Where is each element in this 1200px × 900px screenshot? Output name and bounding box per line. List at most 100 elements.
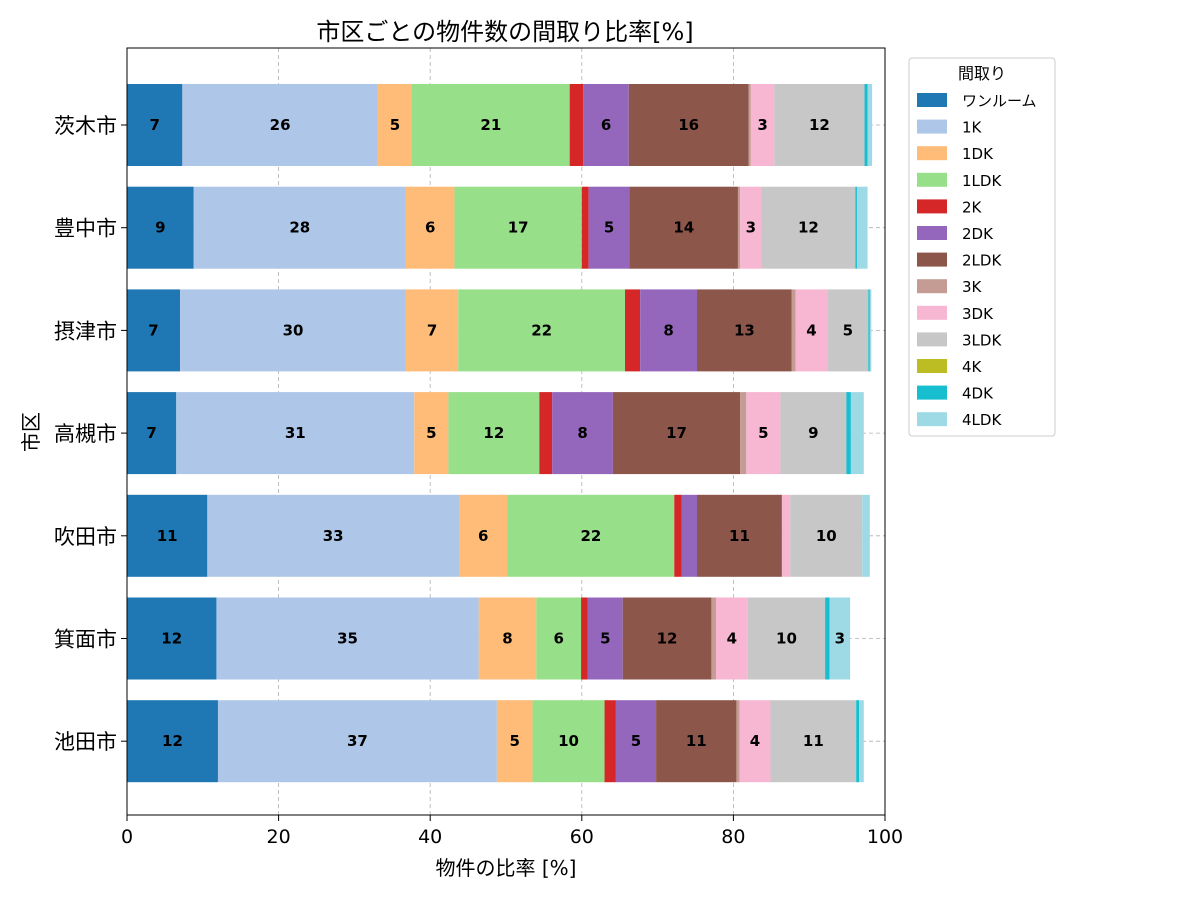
bar-segment-label: 16 (678, 116, 699, 134)
bar-segment (681, 494, 698, 577)
chart-title: 市区ごとの物件数の間取り比率[%] (316, 18, 693, 46)
bar-segment (405, 186, 455, 269)
bar-segment-label: 9 (155, 219, 165, 237)
bar-segment-label: 8 (663, 321, 673, 339)
bar-segment (856, 700, 860, 783)
bar-segment (859, 700, 864, 783)
bar-segment-label: 10 (776, 630, 797, 648)
bar-segment (827, 289, 869, 372)
bar-segment (588, 186, 630, 269)
legend: 間取り ワンルーム 1K 1DK 1LDK 2K 2DK 2LDK 3K 3DK 3LDK 4K 4D… (908, 57, 1056, 437)
bar-segment-label: 22 (531, 321, 552, 339)
bar-segment-label: 5 (390, 116, 400, 134)
legend-swatch (917, 172, 947, 187)
bar-segment-label: 5 (600, 630, 610, 648)
bar-segment (869, 289, 872, 372)
bar-segment-label: 7 (146, 424, 156, 442)
bar-segment (825, 597, 830, 680)
x-tick-label: 60 (570, 826, 594, 848)
legend-label: 4DK (962, 385, 994, 403)
bar-segment (127, 84, 183, 166)
bar-segment (127, 392, 177, 475)
bar-segment (846, 392, 851, 475)
bar-segment (448, 392, 540, 475)
legend-swatch (917, 385, 947, 400)
x-axis-label: 物件の比率 [%] (436, 856, 577, 880)
bar-segment (180, 289, 406, 372)
bar-segment (697, 494, 782, 577)
bar-segment-label: 30 (283, 321, 304, 339)
bar-segment-label: 14 (673, 219, 694, 237)
bar-segment (459, 494, 508, 577)
bar-segment (458, 289, 626, 372)
bar-segment (127, 700, 218, 783)
bar-segment (867, 84, 873, 166)
bar-segment (864, 84, 868, 166)
x-tick-label: 20 (267, 826, 291, 848)
bar-segment (581, 597, 588, 680)
y-tick-label: 茨木市 (54, 114, 117, 138)
segment-labels-layer: 7 26 5 21 6 16 3 129 28 6 17 5 14 3 127 30 7 22 8 13 4 57 31 5 1… (146, 116, 853, 750)
bar-segment-label: 33 (323, 527, 344, 545)
bar-segment (697, 289, 792, 372)
bar-segment (656, 700, 737, 783)
x-tick-label: 100 (867, 826, 903, 848)
bar-segment-label: 6 (553, 630, 563, 648)
bar-segment-label: 12 (483, 424, 504, 442)
bar-segment (736, 700, 740, 783)
legend-label: 2K (962, 198, 983, 216)
bar-segment-label: 6 (601, 116, 611, 134)
bar-segment-label: 37 (347, 732, 368, 750)
bar-segment (781, 494, 791, 577)
legend-swatch (917, 119, 947, 134)
legend-label: 1K (962, 119, 983, 137)
bar-segment (622, 597, 712, 680)
bar-segment (640, 289, 698, 372)
bar-segment (790, 494, 863, 577)
legend-items: ワンルーム 1K 1DK 1LDK 2K 2DK 2LDK 3K 3DK 3LDK 4K 4DK 4LD… (917, 92, 1037, 429)
bar-segment (740, 186, 762, 269)
bar-segment-label: 11 (729, 527, 750, 545)
legend-label: 2DK (962, 225, 994, 243)
bar-segment-label: 3 (746, 219, 756, 237)
bar-segment-label: 8 (577, 424, 587, 442)
bar-segment-label: 12 (161, 630, 182, 648)
bar-segment-label: 35 (337, 630, 358, 648)
bar-segment (747, 597, 826, 680)
bar-segment-label: 10 (558, 732, 579, 750)
bar-segment (856, 186, 868, 269)
bar-segment (127, 494, 208, 577)
legend-label: 2LDK (962, 252, 1002, 270)
bar-segment (507, 494, 675, 577)
legend-label: 3LDK (962, 331, 1002, 349)
legend-swatch (917, 332, 947, 347)
legend-swatch (917, 226, 947, 240)
legend-swatch (917, 412, 947, 427)
bar-segment-label: 21 (480, 116, 501, 134)
bar-segment-label: 26 (270, 116, 291, 134)
bar-segment (774, 84, 865, 166)
y-tick-label: 豊中市 (54, 217, 117, 241)
bar-segment (217, 700, 497, 783)
bar-segment-label: 7 (149, 116, 159, 134)
bar-segment-label: 5 (843, 321, 853, 339)
bar-segment (583, 84, 629, 166)
bar-segment (748, 84, 751, 166)
bar-segment (674, 494, 682, 577)
bar-segment (750, 84, 775, 166)
y-tick-label: 摂津市 (54, 319, 117, 343)
legend-swatch (917, 146, 947, 161)
bar-segment-label: 17 (666, 424, 687, 442)
bar-segment (625, 289, 641, 372)
bar-segment (405, 289, 459, 372)
bar-segment (740, 392, 747, 475)
bar-segment-label: 5 (604, 219, 614, 237)
bar-segment (737, 186, 741, 269)
legend-swatch (917, 359, 947, 373)
y-tick-label: 箕面市 (54, 628, 117, 652)
legend-label: 3DK (962, 305, 994, 323)
bar-segment-label: 11 (803, 732, 824, 750)
bar-segment (715, 597, 748, 680)
